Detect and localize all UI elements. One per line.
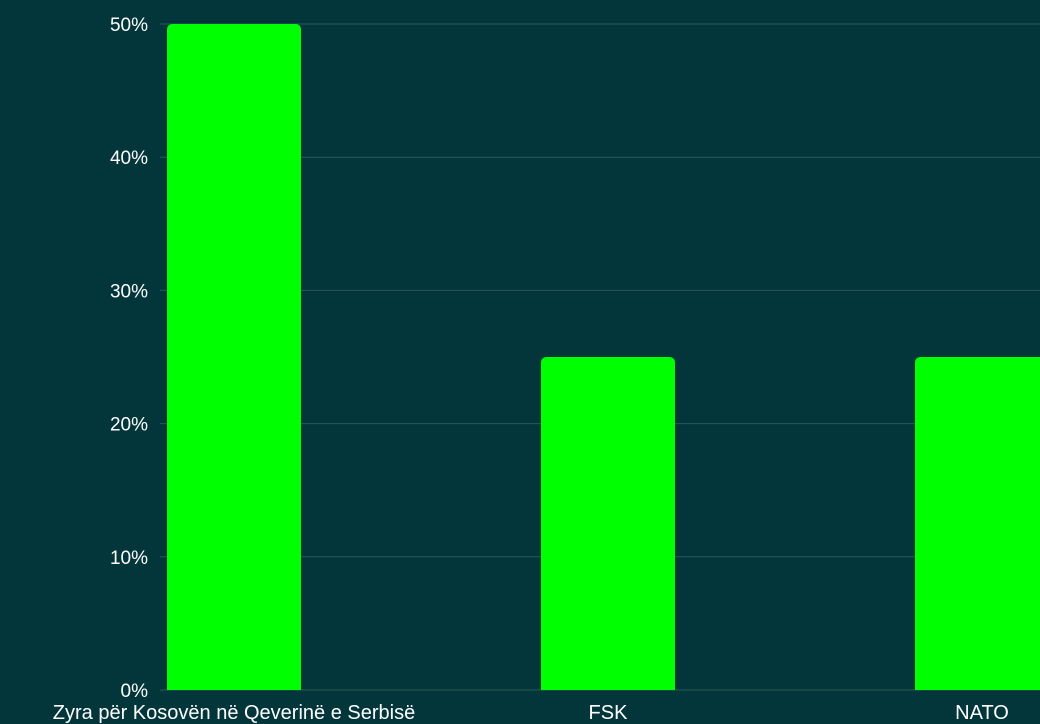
y-tick-label: 30% (110, 281, 148, 302)
y-tick-label: 10% (110, 548, 148, 569)
y-tick-label: 50% (110, 15, 148, 36)
x-tick-label: FSK (589, 702, 629, 724)
y-tick-label: 0% (121, 681, 149, 702)
bar-1 (541, 357, 675, 690)
x-tick-label: Zyra për Kosovën në Qeverinë e Serbisë (53, 702, 415, 724)
y-axis-tick-labels: 0% 10% 20% 30% 40% 50% (110, 15, 148, 702)
y-tick-label: 40% (110, 148, 148, 169)
bar-2 (915, 357, 1040, 690)
x-tick-label: NATO (955, 702, 1009, 724)
y-tick-label: 20% (110, 415, 148, 436)
bar-0 (167, 24, 301, 690)
bars (167, 24, 1040, 690)
x-axis-tick-labels: Zyra për Kosovën në Qeverinë e Serbisë FS… (53, 702, 1009, 724)
